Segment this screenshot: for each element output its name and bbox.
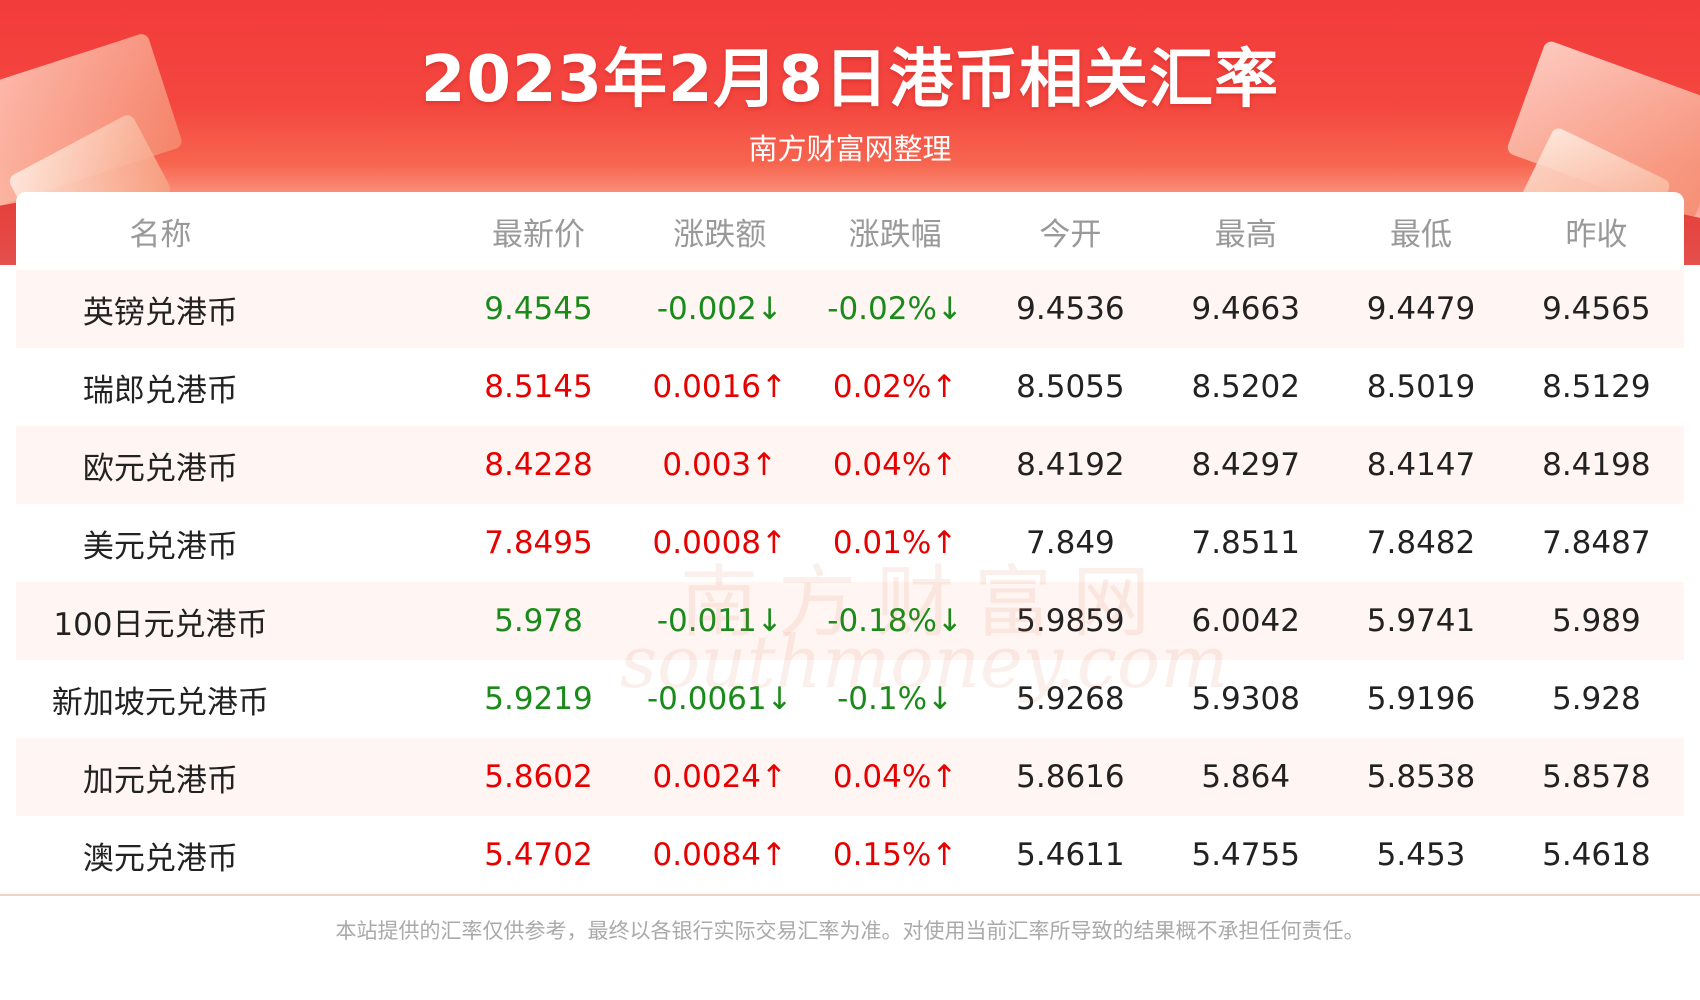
table-row: 瑞郎兑港币 8.5145 0.0016↑ 0.02%↑ 8.5055 8.5202 8.50… bbox=[16, 348, 1684, 426]
cell-latest: 8.5145 bbox=[484, 369, 593, 405]
cell-change: -0.0061↓ bbox=[646, 681, 793, 717]
cell-high: 7.8511 bbox=[1191, 525, 1300, 561]
cell-name: 加元兑港币 bbox=[82, 762, 238, 799]
cell-change-pct: -0.1%↓ bbox=[837, 681, 954, 717]
cell-prev-close: 8.5129 bbox=[1542, 369, 1651, 405]
cell-name: 瑞郎兑港币 bbox=[82, 372, 238, 409]
column-header-open: 今开 bbox=[1039, 216, 1102, 253]
cell-low: 5.9741 bbox=[1366, 603, 1476, 639]
cell-high: 6.0042 bbox=[1191, 603, 1300, 639]
cell-open: 5.4611 bbox=[1016, 837, 1125, 873]
column-header-high: 最高 bbox=[1214, 216, 1277, 253]
table-body: 英镑兑港币 9.4545 -0.002↓ -0.02%↓ 9.4536 9.4663 9.4… bbox=[16, 270, 1684, 894]
cell-change: 0.0016↑ bbox=[652, 369, 787, 405]
cell-low: 5.9196 bbox=[1366, 681, 1476, 717]
column-header-latest: 最新价 bbox=[491, 216, 585, 253]
cell-change: 0.0008↑ bbox=[652, 525, 787, 561]
cell-name: 新加坡元兑港币 bbox=[51, 684, 269, 721]
cell-latest: 5.8602 bbox=[484, 759, 593, 795]
cell-prev-close: 9.4565 bbox=[1542, 291, 1651, 327]
cell-latest: 8.4228 bbox=[484, 447, 593, 483]
cell-change: 0.0084↑ bbox=[652, 837, 787, 873]
cell-open: 5.9859 bbox=[1016, 603, 1125, 639]
cell-latest: 5.978 bbox=[494, 603, 583, 639]
cell-prev-close: 5.8578 bbox=[1542, 759, 1651, 795]
cell-change-pct: 0.01%↑ bbox=[832, 525, 958, 561]
cell-name: 英镑兑港币 bbox=[82, 294, 238, 331]
cell-change-pct: 0.15%↑ bbox=[832, 837, 958, 873]
cell-prev-close: 5.4618 bbox=[1542, 837, 1651, 873]
cell-high: 8.5202 bbox=[1191, 369, 1300, 405]
page-title: 2023年2月8日港币相关汇率 bbox=[420, 43, 1280, 117]
footer-divider bbox=[0, 894, 1700, 896]
table-row: 100日元兑港币 5.978 -0.011↓ -0.18%↓ 5.9859 6.0042 5… bbox=[16, 582, 1684, 660]
cell-prev-close: 5.928 bbox=[1551, 681, 1641, 717]
rates-table: 名称 最新价 涨跌额 涨跌幅 今开 最高 最低 昨收 英镑兑港币 9.4545 -0… bbox=[16, 192, 1684, 892]
cell-latest: 7.8495 bbox=[484, 525, 593, 561]
table-row: 美元兑港币 7.8495 0.0008↑ 0.01%↑ 7.849 7.8511 7.848… bbox=[16, 504, 1684, 582]
cell-high: 5.864 bbox=[1201, 759, 1291, 795]
cell-open: 7.849 bbox=[1026, 525, 1115, 561]
cell-high: 9.4663 bbox=[1191, 291, 1300, 327]
cell-low: 9.4479 bbox=[1366, 291, 1476, 327]
cell-name: 欧元兑港币 bbox=[82, 450, 238, 487]
cell-prev-close: 5.989 bbox=[1551, 603, 1641, 639]
cell-low: 8.4147 bbox=[1366, 447, 1476, 483]
cell-name: 澳元兑港币 bbox=[82, 840, 238, 877]
page-subtitle: 南方财富网整理 bbox=[748, 132, 952, 166]
cell-latest: 5.9219 bbox=[484, 681, 593, 717]
table-header: 名称 最新价 涨跌额 涨跌幅 今开 最高 最低 昨收 bbox=[16, 192, 1684, 270]
table-row: 欧元兑港币 8.4228 0.003↑ 0.04%↑ 8.4192 8.4297 8.414… bbox=[16, 426, 1684, 504]
cell-high: 8.4297 bbox=[1191, 447, 1300, 483]
column-header-change: 涨跌额 bbox=[673, 216, 767, 253]
cell-low: 5.453 bbox=[1376, 837, 1466, 873]
cell-high: 5.9308 bbox=[1191, 681, 1300, 717]
cell-open: 8.5055 bbox=[1016, 369, 1125, 405]
cell-change-pct: 0.04%↑ bbox=[832, 759, 958, 795]
cell-change: -0.011↓ bbox=[656, 603, 783, 639]
cell-open: 8.4192 bbox=[1016, 447, 1125, 483]
cell-name: 100日元兑港币 bbox=[53, 606, 268, 643]
cell-open: 9.4536 bbox=[1016, 291, 1125, 327]
disclaimer-text: 本站提供的汇率仅供参考，最终以各银行实际交易汇率为准。对使用当前汇率所导致的结果… bbox=[335, 919, 1365, 943]
cell-open: 5.8616 bbox=[1016, 759, 1125, 795]
cell-change: 0.003↑ bbox=[662, 447, 778, 483]
cell-low: 5.8538 bbox=[1366, 759, 1476, 795]
cell-open: 5.9268 bbox=[1016, 681, 1125, 717]
cell-latest: 5.4702 bbox=[484, 837, 593, 873]
table-row: 加元兑港币 5.8602 0.0024↑ 0.04%↑ 5.8616 5.864 5.853… bbox=[16, 738, 1684, 816]
column-header-prev-close: 昨收 bbox=[1565, 216, 1628, 253]
cell-change: -0.002↓ bbox=[656, 291, 783, 327]
cell-prev-close: 7.8487 bbox=[1542, 525, 1651, 561]
cell-low: 7.8482 bbox=[1366, 525, 1476, 561]
cell-change: 0.0024↑ bbox=[652, 759, 787, 795]
table-row: 英镑兑港币 9.4545 -0.002↓ -0.02%↓ 9.4536 9.4663 9.4… bbox=[16, 270, 1684, 348]
column-header-low: 最低 bbox=[1390, 216, 1453, 253]
cell-change-pct: -0.02%↓ bbox=[827, 291, 963, 327]
cell-change-pct: 0.02%↑ bbox=[832, 369, 958, 405]
cell-high: 5.4755 bbox=[1191, 837, 1300, 873]
cell-latest: 9.4545 bbox=[484, 291, 593, 327]
cell-change-pct: 0.04%↑ bbox=[832, 447, 958, 483]
cell-prev-close: 8.4198 bbox=[1542, 447, 1651, 483]
cell-low: 8.5019 bbox=[1366, 369, 1476, 405]
column-header-change-pct: 涨跌幅 bbox=[848, 216, 942, 253]
table-row: 澳元兑港币 5.4702 0.0084↑ 0.15%↑ 5.4611 5.4755 5.45… bbox=[16, 816, 1684, 894]
cell-name: 美元兑港币 bbox=[82, 528, 238, 565]
column-header-name: 名称 bbox=[129, 216, 192, 253]
cell-change-pct: -0.18%↓ bbox=[827, 603, 963, 639]
table-row: 新加坡元兑港币 5.9219 -0.0061↓ -0.1%↓ 5.9268 5.9308 5… bbox=[16, 660, 1684, 738]
